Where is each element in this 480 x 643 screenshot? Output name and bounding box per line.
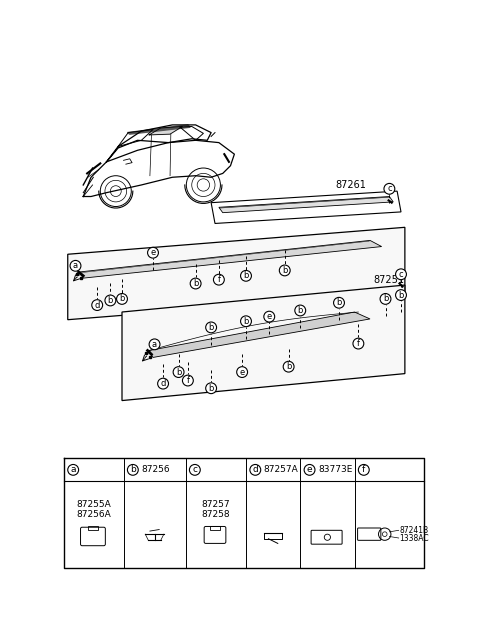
Text: b: b — [193, 279, 198, 288]
Circle shape — [396, 290, 407, 300]
Text: e: e — [240, 368, 245, 377]
Circle shape — [182, 375, 193, 386]
Text: b: b — [208, 384, 214, 393]
Text: b: b — [383, 294, 388, 303]
Text: b: b — [282, 266, 288, 275]
Text: d: d — [160, 379, 166, 388]
Circle shape — [147, 248, 158, 258]
Text: c: c — [387, 185, 392, 194]
Circle shape — [237, 367, 248, 377]
Circle shape — [359, 464, 369, 475]
Text: f: f — [362, 466, 365, 475]
Text: a: a — [71, 466, 76, 475]
Text: a: a — [152, 340, 157, 349]
Text: 87241B: 87241B — [399, 526, 429, 535]
Text: a: a — [73, 261, 78, 270]
Circle shape — [396, 269, 407, 280]
Circle shape — [190, 278, 201, 289]
Polygon shape — [149, 127, 182, 135]
Circle shape — [334, 297, 345, 308]
Text: b: b — [243, 271, 249, 280]
Text: 87256: 87256 — [142, 466, 170, 475]
Circle shape — [240, 271, 252, 281]
Text: f: f — [357, 339, 360, 348]
Circle shape — [304, 464, 315, 475]
Circle shape — [380, 294, 391, 304]
Polygon shape — [79, 240, 382, 278]
Polygon shape — [219, 197, 393, 213]
Text: b: b — [208, 323, 214, 332]
Text: b: b — [398, 291, 404, 300]
Text: 87257
87258: 87257 87258 — [202, 500, 230, 519]
Text: 1338AC: 1338AC — [399, 534, 429, 543]
Text: 83773E: 83773E — [318, 466, 352, 475]
Text: f: f — [186, 376, 190, 385]
Text: e: e — [307, 466, 312, 475]
Text: 87255A
87256A: 87255A 87256A — [76, 500, 111, 519]
Polygon shape — [68, 228, 405, 320]
Circle shape — [279, 265, 290, 276]
Text: 87257A: 87257A — [264, 466, 299, 475]
Circle shape — [127, 464, 138, 475]
Text: f: f — [217, 275, 220, 284]
Text: c: c — [192, 466, 197, 475]
Text: d: d — [252, 466, 258, 475]
Text: b: b — [298, 306, 303, 315]
Text: b: b — [336, 298, 342, 307]
Circle shape — [250, 464, 261, 475]
Text: e: e — [150, 248, 156, 257]
Circle shape — [173, 367, 184, 377]
Circle shape — [92, 300, 103, 311]
Text: b: b — [286, 362, 291, 371]
Text: b: b — [243, 317, 249, 326]
Text: d: d — [95, 300, 100, 309]
Polygon shape — [122, 285, 405, 401]
Text: b: b — [176, 368, 181, 377]
Circle shape — [68, 464, 79, 475]
Circle shape — [353, 338, 364, 349]
Circle shape — [206, 322, 216, 333]
Circle shape — [295, 305, 306, 316]
Polygon shape — [149, 312, 370, 358]
Text: 87261: 87261 — [335, 180, 366, 190]
Circle shape — [283, 361, 294, 372]
Circle shape — [70, 260, 81, 271]
Text: b: b — [120, 294, 125, 303]
Circle shape — [214, 275, 224, 285]
Circle shape — [190, 464, 200, 475]
Circle shape — [105, 295, 116, 306]
Circle shape — [240, 316, 252, 327]
Circle shape — [157, 378, 168, 389]
Circle shape — [384, 183, 395, 194]
Circle shape — [206, 383, 216, 394]
Circle shape — [149, 339, 160, 350]
Polygon shape — [127, 125, 190, 134]
Circle shape — [117, 294, 127, 304]
Circle shape — [264, 311, 275, 322]
Text: b: b — [130, 466, 136, 475]
Text: c: c — [399, 270, 403, 279]
Text: 87251: 87251 — [374, 275, 405, 285]
Text: b: b — [108, 296, 113, 305]
Text: e: e — [266, 312, 272, 321]
